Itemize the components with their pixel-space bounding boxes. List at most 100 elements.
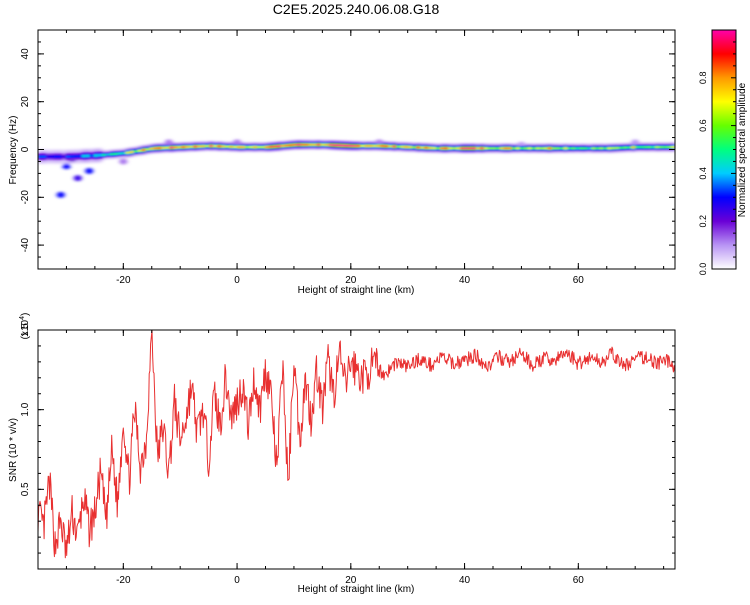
heatmap-cell (189, 146, 194, 148)
heatmap-cell (475, 147, 481, 149)
heatmap-cell (424, 147, 429, 149)
snr-y-tick-label: 0.5 (20, 482, 31, 496)
heatmap-cell (217, 145, 222, 147)
heatmap-x-tick-label: 40 (459, 275, 471, 286)
heatmap-cell (460, 147, 465, 149)
heatmap-cell (133, 150, 139, 152)
heatmap-cell (169, 146, 174, 149)
heatmap-cell (655, 146, 660, 148)
heatmap-cell (129, 151, 135, 153)
heatmap-cell (456, 147, 461, 149)
heatmap-cell (272, 145, 278, 148)
heatmap-cell (125, 152, 131, 154)
heatmap-cell (647, 146, 652, 148)
heatmap-y-ticks: -40 -20 0 20 40 (20, 29, 675, 270)
snr-x-tick-label: 20 (345, 575, 357, 586)
heatmap-cell (173, 146, 178, 148)
heatmap-cell (268, 146, 274, 148)
heatmap-cell (400, 146, 405, 148)
heatmap-cell (260, 146, 266, 148)
heatmap-cell (225, 146, 230, 148)
heatmap-cell (368, 145, 373, 147)
heatmap-cell (659, 146, 664, 148)
heatmap-cell (623, 147, 628, 149)
snr-x-tick-label: 40 (459, 575, 471, 586)
colorbar-tick-label: 0.2 (698, 215, 708, 228)
heatmap-blob (85, 168, 94, 175)
heatmap-cell (539, 147, 545, 149)
heatmap-cell (205, 145, 210, 147)
heatmap-y-tick-label: 20 (20, 96, 31, 108)
heatmap-cell (288, 144, 294, 146)
heatmap-blob (631, 139, 640, 146)
heatmap-cell (603, 147, 608, 149)
heatmap-cell (340, 144, 346, 147)
heatmap-cell (372, 145, 377, 147)
snr-panel: -20 0 20 40 60 0.5 1.0 1.5 Height of straight … (8, 313, 676, 595)
heatmap-cell (487, 147, 493, 149)
heatmap-cell (89, 154, 95, 157)
heatmap-y-label: Frequency (Hz) (8, 116, 19, 185)
heatmap-cell (177, 146, 182, 148)
heatmap-x-tick-label: -20 (116, 275, 131, 286)
heatmap-cell (611, 147, 616, 149)
heatmap-cell (519, 147, 525, 149)
heatmap-cell (356, 145, 362, 147)
heatmap-cell (320, 144, 326, 146)
heatmap-cell (440, 147, 445, 149)
heatmap-cell (563, 147, 569, 149)
heatmap-cell (41, 155, 47, 158)
heatmap-cell (551, 147, 557, 149)
heatmap-cell (575, 147, 581, 149)
heatmap-cell (312, 144, 318, 146)
heatmap-cell (420, 147, 425, 149)
snr-frame (37, 329, 676, 570)
snr-x-tick-label: 60 (573, 575, 585, 586)
heatmap-cell (85, 154, 91, 157)
heatmap-cell (153, 147, 159, 149)
heatmap-cell (181, 146, 186, 148)
heatmap-cell (499, 147, 505, 149)
heatmap-cell (324, 144, 330, 146)
heatmap-cell (595, 147, 600, 149)
heatmap-cell (515, 147, 521, 149)
heatmap-cell (392, 145, 397, 148)
heatmap-cell (503, 147, 509, 149)
colorbar-tick-label: 0.0 (698, 263, 708, 276)
heatmap-cell (348, 145, 354, 147)
snr-x-label: Height of straight line (km) (298, 584, 415, 595)
heatmap-cell (671, 146, 675, 148)
heatmap-cell (336, 144, 342, 146)
heatmap-cell (547, 147, 553, 149)
snr-x-tick-label: -20 (116, 575, 131, 586)
heatmap-cell (583, 147, 588, 149)
heatmap-cell (45, 155, 51, 158)
heatmap-cell (256, 146, 262, 148)
heatmap-cell (543, 147, 549, 149)
heatmap-x-tick-label: 20 (345, 275, 357, 286)
heatmap-cell (444, 147, 449, 149)
colorbar-ticks: 0.0 0.2 0.4 0.6 0.8 (698, 29, 736, 276)
heatmap-cell (113, 153, 119, 155)
snr-y-tick-label: 1.0 (20, 402, 31, 416)
heatmap-cell (651, 146, 656, 148)
heatmap-marks (38, 139, 675, 198)
heatmap-core (38, 142, 675, 160)
heatmap-x-tick-label: 60 (573, 275, 585, 286)
heatmap-cell (667, 146, 672, 148)
heatmap-cell (376, 145, 381, 147)
snr-marks (38, 330, 675, 559)
heatmap-cell (109, 153, 115, 155)
heatmap-cell (332, 144, 338, 146)
colorbar-tick-label: 0.8 (698, 72, 708, 85)
heatmap-cell (663, 146, 668, 148)
heatmap-cell (384, 145, 389, 147)
heatmap-cell (579, 147, 584, 149)
heatmap-cell (252, 146, 258, 148)
snr-scale-exponent: 4 (19, 316, 26, 320)
heatmap-cell (404, 146, 409, 148)
snr-scale-label: (x104) (19, 313, 31, 340)
heatmap-cell (408, 146, 413, 148)
heatmap-cell (65, 155, 71, 158)
